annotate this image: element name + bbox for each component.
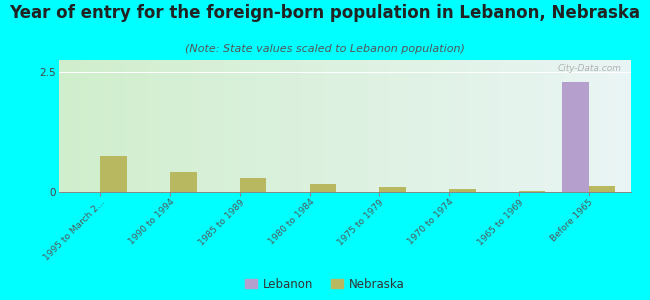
Bar	[449, 189, 476, 192]
Bar	[562, 82, 589, 192]
Text: City-Data.com: City-Data.com	[558, 64, 622, 73]
Legend: Lebanon, Nebraska: Lebanon, Nebraska	[242, 274, 408, 294]
Bar	[309, 184, 336, 192]
Bar	[380, 187, 406, 192]
Text: Year of entry for the foreign-born population in Lebanon, Nebraska: Year of entry for the foreign-born popul…	[10, 4, 640, 22]
Bar	[100, 156, 127, 192]
Bar	[519, 190, 545, 192]
Bar	[170, 172, 196, 192]
Text: (Note: State values scaled to Lebanon population): (Note: State values scaled to Lebanon po…	[185, 44, 465, 53]
Bar	[589, 186, 615, 192]
Bar	[240, 178, 266, 192]
